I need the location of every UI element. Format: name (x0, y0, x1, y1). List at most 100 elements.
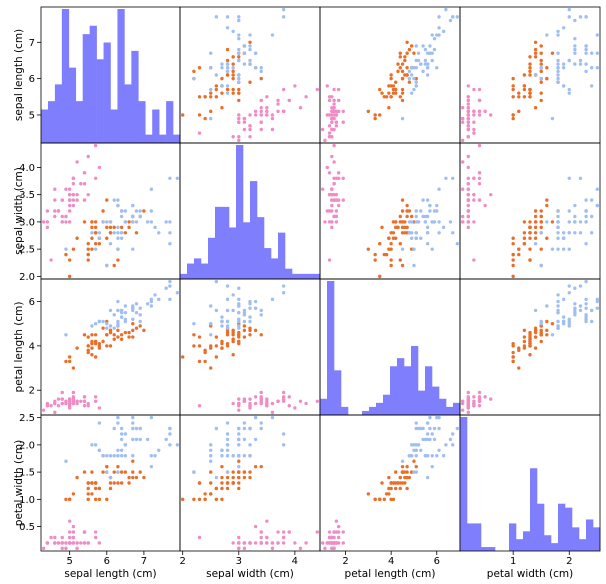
histogram-bar (173, 134, 181, 144)
scatter-point (584, 214, 588, 219)
scatter-point (45, 220, 50, 224)
scatter-point (466, 203, 470, 208)
scatter-point (533, 346, 538, 350)
scatter-point (116, 299, 120, 304)
histogram-bar (278, 232, 286, 279)
scatter-point (444, 7, 448, 12)
scatter-point (430, 58, 434, 63)
scatter-point (590, 51, 594, 55)
scatter-point (134, 475, 139, 480)
scatter-point (584, 44, 588, 48)
scatter-point (225, 454, 230, 458)
scatter-point (248, 333, 252, 337)
scatter-point (71, 176, 76, 181)
scatter-point (153, 293, 157, 297)
scatter-point (578, 304, 583, 308)
scatter-point (405, 203, 409, 208)
scatter-point (304, 401, 308, 406)
scatter-point (400, 225, 405, 230)
scatter-point (556, 293, 560, 297)
scatter-point (378, 274, 382, 279)
scatter-point (145, 437, 150, 442)
scatter-point (123, 310, 128, 315)
scatter-point (67, 220, 72, 224)
scatter-point (460, 187, 465, 191)
scatter-point (556, 231, 560, 235)
scatter-point (380, 225, 384, 230)
scatter-point (332, 198, 336, 202)
scatter-point (231, 353, 235, 357)
scatter-point (511, 84, 515, 88)
scatter-point (403, 220, 407, 224)
histogram-bar (187, 263, 195, 279)
scatter-point (242, 319, 247, 324)
scatter-point (556, 76, 560, 81)
scatter-point (545, 198, 549, 202)
y-tick-label: 1.0 (19, 495, 35, 506)
histogram-bar (313, 273, 321, 279)
scatter-point (248, 443, 252, 447)
scatter-point (584, 69, 588, 74)
scatter-point (112, 326, 116, 330)
scatter-point (64, 214, 68, 219)
scatter-point (237, 541, 241, 545)
scatter-point (203, 350, 207, 355)
scatter-point (567, 220, 571, 224)
scatter-point (287, 395, 291, 399)
scatter-point (197, 131, 202, 135)
scatter-point (225, 319, 230, 324)
scatter-point (528, 247, 532, 251)
scatter-point (248, 33, 252, 37)
scatter-point (231, 308, 235, 313)
scatter-point (225, 421, 230, 425)
scatter-point (539, 66, 543, 70)
scatter-point (265, 541, 269, 545)
scatter-point (237, 98, 241, 103)
scatter-point (214, 15, 219, 19)
scatter-point (511, 274, 515, 279)
scatter-point (209, 481, 213, 485)
scatter-point (180, 497, 185, 502)
scatter-point (231, 69, 235, 74)
scatter-point (528, 69, 532, 74)
scatter-point (90, 346, 94, 350)
scatter-point (400, 470, 405, 474)
scatter-point (573, 214, 577, 219)
scatter-point (466, 214, 470, 219)
scatter-point (287, 98, 291, 103)
scatter-point (86, 541, 90, 545)
scatter-point (366, 109, 371, 114)
scatter-point (242, 127, 247, 132)
scatter-point (556, 225, 560, 230)
scatter-point (332, 87, 336, 92)
scatter-point (60, 220, 64, 224)
scatter-point (220, 84, 224, 88)
scatter-point (315, 399, 320, 403)
scatter-point (259, 127, 263, 132)
scatter-point (522, 87, 527, 92)
scatter-point (466, 109, 470, 114)
scatter-point (533, 55, 538, 59)
scatter-point (253, 401, 258, 406)
scatter-point (131, 426, 135, 431)
scatter-point (400, 87, 405, 92)
histogram-bar (397, 358, 405, 415)
scatter-point (153, 225, 157, 230)
scatter-point (237, 33, 241, 37)
scatter-point (242, 44, 247, 48)
scatter-point (192, 322, 196, 326)
scatter-point (248, 426, 252, 431)
scatter-point (145, 220, 150, 224)
scatter-point (197, 535, 202, 540)
scatter-point (550, 220, 555, 224)
scatter-point (528, 231, 532, 235)
scatter-point (197, 113, 202, 117)
scatter-point (466, 95, 470, 99)
scatter-point (168, 279, 172, 284)
scatter-point (444, 443, 448, 447)
scatter-point (334, 220, 339, 224)
histogram-bar (558, 503, 566, 551)
scatter-point (466, 116, 470, 121)
scatter-point (253, 299, 258, 304)
scatter-point (428, 426, 432, 431)
